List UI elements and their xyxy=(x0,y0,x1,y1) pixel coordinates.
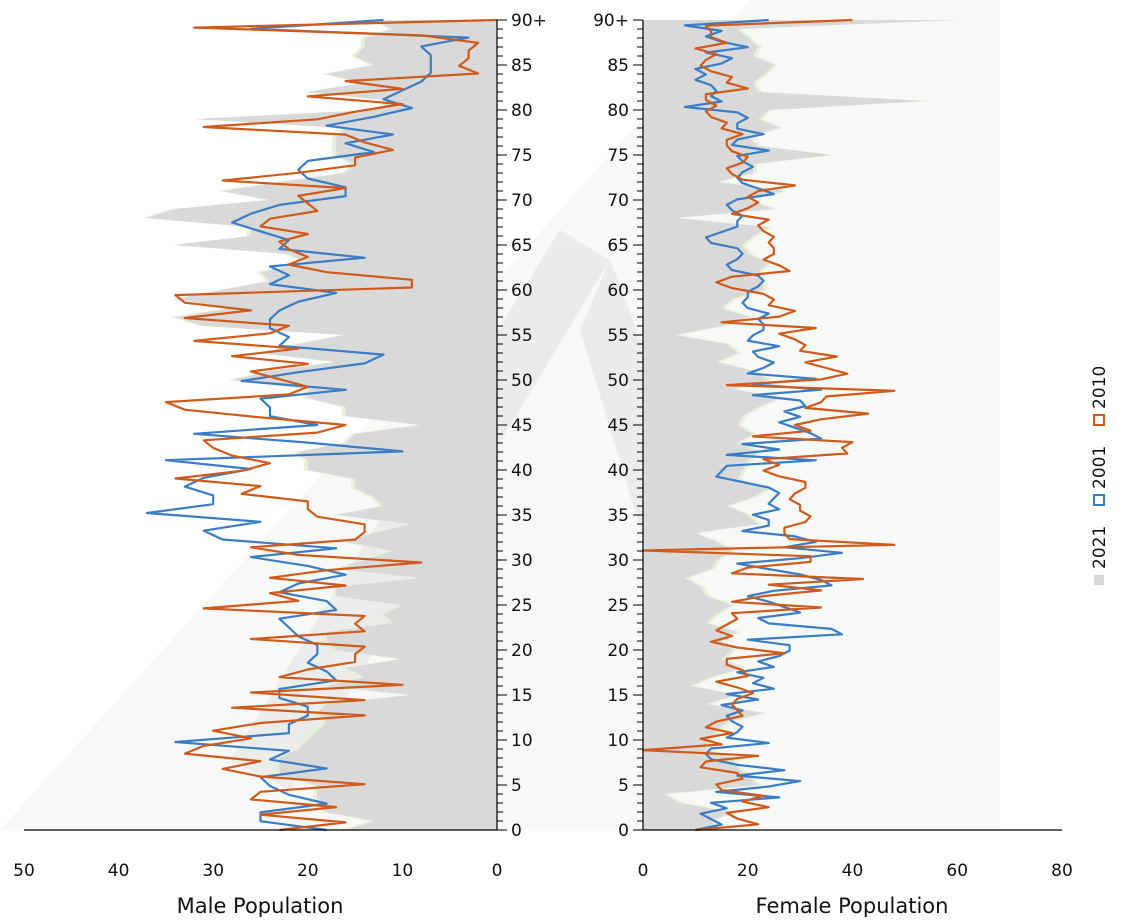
y-tick-label: 75 xyxy=(607,146,629,166)
y-tick-label: 45 xyxy=(607,416,629,436)
y-tick-label: 70 xyxy=(511,191,533,211)
x-axis-title: Female Population xyxy=(756,894,949,917)
y-tick-label: 0 xyxy=(511,821,522,841)
x-tick-label: 0 xyxy=(638,861,649,881)
y-tick-label: 60 xyxy=(511,281,533,301)
y-tick-label: 55 xyxy=(511,326,533,346)
y-tick-label: 90+ xyxy=(511,11,547,31)
y-tick-label: 5 xyxy=(618,776,629,796)
y-tick-label: 15 xyxy=(511,686,533,706)
x-tick-label: 50 xyxy=(13,861,35,881)
y-tick-label: 50 xyxy=(607,371,629,391)
y-tick-label: 65 xyxy=(511,236,533,256)
x-tick-label: 40 xyxy=(108,861,130,881)
x-tick-label: 0 xyxy=(492,861,503,881)
y-tick-label: 25 xyxy=(511,596,533,616)
legend-group: 2021 2001 2010 xyxy=(1090,366,1110,585)
x-tick-label: 10 xyxy=(392,861,414,881)
y-tick-label: 40 xyxy=(607,461,629,481)
x-tick-label: 20 xyxy=(297,861,319,881)
y-tick-label: 25 xyxy=(607,596,629,616)
x-axis-title: Male Population xyxy=(177,894,344,917)
legend-label-2010: 2010 xyxy=(1090,366,1110,409)
y-tick-label: 60 xyxy=(607,281,629,301)
y-tick-label: 10 xyxy=(511,731,533,751)
y-tick-label: 30 xyxy=(511,551,533,571)
legend-label-2001: 2001 xyxy=(1090,446,1110,489)
y-tick-label: 80 xyxy=(607,101,629,121)
x-tick-label: 20 xyxy=(737,861,759,881)
y-tick-label: 35 xyxy=(607,506,629,526)
y-tick-label: 85 xyxy=(607,56,629,76)
y-tick-label: 10 xyxy=(607,731,629,751)
y-tick-label: 55 xyxy=(607,326,629,346)
legend: 2021 2001 2010 xyxy=(1090,366,1110,585)
y-tick-label: 50 xyxy=(511,371,533,391)
y-tick-label: 85 xyxy=(511,56,533,76)
y-tick-label: 15 xyxy=(607,686,629,706)
legend-swatch-2021 xyxy=(1094,575,1104,585)
y-tick-label: 40 xyxy=(511,461,533,481)
y-tick-label: 70 xyxy=(607,191,629,211)
x-tick-label: 60 xyxy=(946,861,968,881)
y-tick-label: 65 xyxy=(607,236,629,256)
x-tick-label: 80 xyxy=(1051,861,1073,881)
y-tick-label: 5 xyxy=(511,776,522,796)
y-tick-label: 45 xyxy=(511,416,533,436)
y-tick-label: 75 xyxy=(511,146,533,166)
legend-label-2021: 2021 xyxy=(1090,526,1110,569)
x-tick-label: 40 xyxy=(842,861,864,881)
y-tick-label: 0 xyxy=(618,821,629,841)
y-tick-label: 20 xyxy=(511,641,533,661)
y-tick-label: 35 xyxy=(511,506,533,526)
y-tick-label: 90+ xyxy=(593,11,629,31)
y-tick-label: 20 xyxy=(607,641,629,661)
x-tick-label: 30 xyxy=(202,861,224,881)
y-tick-label: 30 xyxy=(607,551,629,571)
y-tick-label: 80 xyxy=(511,101,533,121)
